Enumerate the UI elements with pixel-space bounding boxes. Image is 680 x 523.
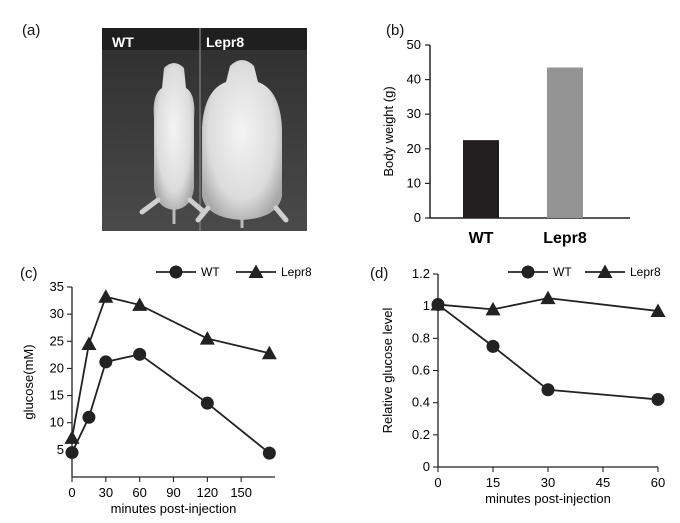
d-x-tick-label: 15 — [486, 475, 500, 490]
c-point-wt — [133, 347, 147, 361]
c-y-tick-label: 30 — [50, 306, 64, 321]
c-x-axis-label: minutes post-injection — [111, 501, 237, 516]
b-bar-lepr8 — [547, 67, 583, 219]
panel-label-c: (c) — [20, 265, 38, 282]
c-point-wt — [200, 396, 214, 410]
c-x-tick-label: 120 — [196, 485, 218, 500]
c-legend-marker-wt — [169, 265, 183, 279]
b-x-tick-label: Lepr8 — [543, 230, 587, 247]
d-point-lepr8 — [485, 301, 501, 316]
c-point-wt — [82, 410, 96, 424]
b-bar-wt — [463, 140, 499, 218]
c-point-lepr8 — [199, 331, 215, 345]
c-x-tick-label: 150 — [230, 485, 252, 500]
d-x-tick-label: 0 — [434, 475, 441, 490]
mice-illustration — [102, 28, 307, 231]
d-series-line-wt — [437, 303, 659, 401]
d-x-tick-label: 60 — [651, 475, 665, 490]
d-point-wt — [541, 383, 555, 397]
b-y-tick-label: 20 — [407, 141, 421, 156]
d-point-wt — [431, 298, 445, 312]
lepr8-mouse — [195, 60, 289, 228]
d-y-axis-label: Relative glucose level — [380, 308, 395, 434]
c-y-tick-label: 10 — [50, 415, 64, 430]
d-y-tick-label: 0.4 — [412, 395, 430, 410]
c-point-lepr8 — [261, 345, 277, 360]
d-point-wt — [651, 392, 665, 406]
c-x-tick-label: 0 — [68, 485, 75, 500]
c-y-axis-label: glucose(mM) — [21, 344, 36, 419]
c-y-tick-label: 15 — [50, 388, 64, 403]
d-y-tick-label: 0 — [423, 459, 430, 474]
b-y-tick-label: 40 — [407, 72, 421, 87]
d-point-lepr8 — [540, 290, 556, 305]
d-y-tick-label: 0.8 — [412, 330, 430, 345]
c-x-tick-label: 60 — [132, 485, 146, 500]
d-x-tick-label: 45 — [596, 475, 610, 490]
c-legend-marker-lepr8 — [248, 264, 264, 278]
b-y-tick-label: 30 — [407, 106, 421, 121]
panel-label-b: (b) — [386, 22, 405, 39]
d-legend-label-lepr8: Lepr8 — [630, 265, 661, 279]
c-x-tick-label: 30 — [99, 485, 113, 500]
d-y-tick-label: 1.2 — [412, 266, 430, 281]
d-y-tick-label: 1 — [423, 298, 430, 313]
mice-photo: WT Lepr8 — [102, 28, 307, 231]
photo-label-lepr8: Lepr8 — [206, 34, 245, 50]
c-series-line-lepr8 — [71, 295, 270, 439]
d-legend-label-wt: WT — [553, 265, 572, 279]
wt-mouse — [139, 63, 207, 224]
b-y-tick-label: 0 — [414, 210, 421, 225]
c-point-lepr8 — [98, 289, 114, 303]
panel-label-d: (d) — [370, 265, 389, 282]
c-point-wt — [99, 355, 113, 369]
c-point-lepr8 — [132, 297, 148, 311]
c-series-line-wt — [71, 353, 270, 454]
c-point-lepr8 — [64, 430, 80, 444]
c-y-tick-label: 25 — [50, 333, 64, 348]
d-legend-marker-wt — [521, 265, 535, 279]
d-point-lepr8 — [430, 297, 446, 311]
photo-label-wt: WT — [112, 34, 134, 50]
d-point-wt — [486, 339, 500, 353]
c-point-wt — [65, 446, 79, 460]
b-y-axis-label: Body weight (g) — [381, 86, 396, 176]
c-y-tick-label: 20 — [50, 360, 64, 375]
d-y-tick-label: 0.6 — [412, 363, 430, 378]
c-y-tick-label: 35 — [50, 279, 64, 294]
c-point-lepr8 — [81, 336, 97, 350]
c-point-wt — [262, 446, 276, 460]
d-x-tick-label: 30 — [541, 475, 555, 490]
c-x-tick-label: 90 — [166, 485, 180, 500]
d-x-axis-label: minutes post-injection — [485, 491, 611, 506]
b-y-tick-label: 10 — [407, 175, 421, 190]
b-x-tick-label: WT — [469, 230, 494, 247]
d-point-lepr8 — [650, 303, 666, 317]
b-y-tick-label: 50 — [407, 37, 421, 52]
panel-label-a: (a) — [22, 22, 41, 39]
c-y-tick-label: 5 — [57, 442, 64, 457]
d-legend-marker-lepr8 — [597, 264, 613, 278]
d-y-tick-label: 0.2 — [412, 427, 430, 442]
c-legend-label-wt: WT — [201, 265, 220, 279]
d-series-line-lepr8 — [437, 297, 659, 312]
c-legend-label-lepr8: Lepr8 — [281, 265, 312, 279]
